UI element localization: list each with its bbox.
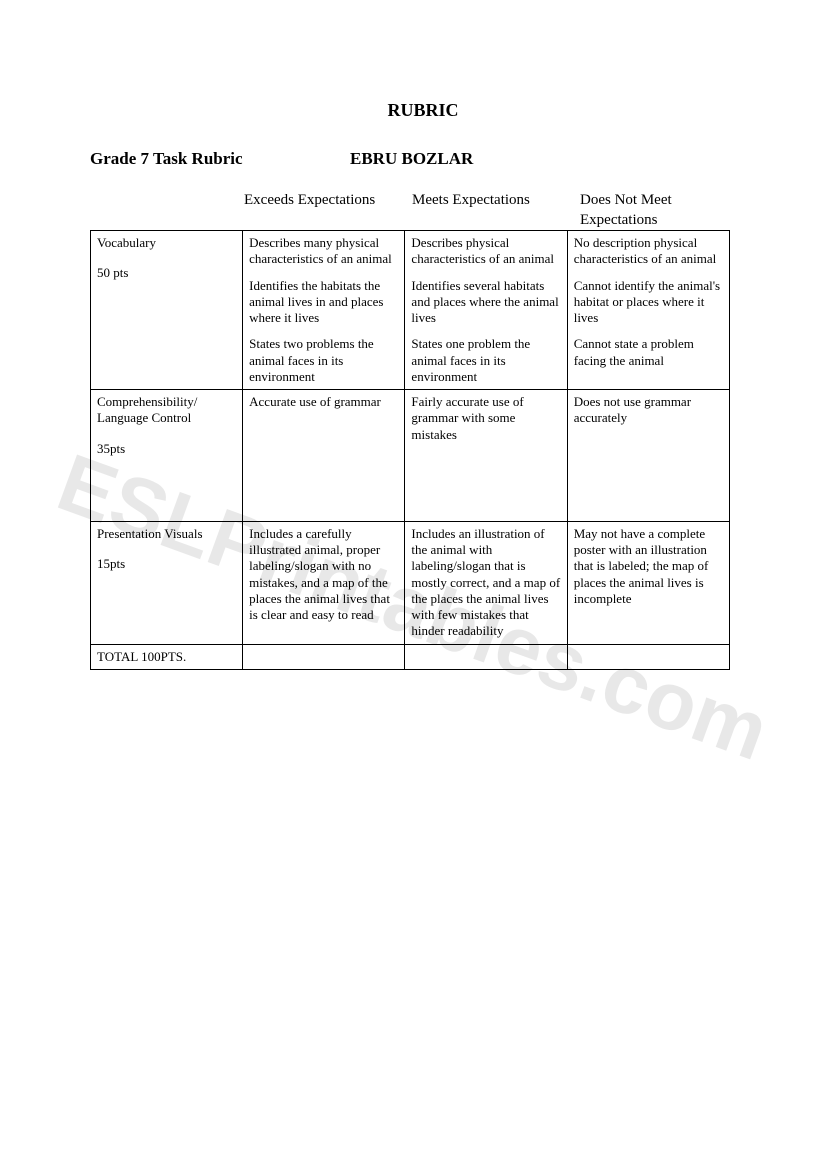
criterion-points: 35pts [97, 441, 236, 457]
cell-text: May not have a complete poster with an i… [574, 526, 723, 607]
cell-meets: Describes physical characteristics of an… [405, 231, 567, 390]
table-row: Presentation Visuals 15pts Includes a ca… [91, 521, 730, 644]
criterion-cell: Vocabulary 50 pts [91, 231, 243, 390]
criterion-points: 50 pts [97, 265, 236, 281]
empty-cell [405, 644, 567, 669]
table-row: Vocabulary 50 pts Describes many physica… [91, 231, 730, 390]
cell-text: States two problems the animal faces in … [249, 336, 398, 385]
rubric-table: Vocabulary 50 pts Describes many physica… [90, 230, 730, 670]
cell-text: States one problem the animal faces in i… [411, 336, 560, 385]
cell-text: Includes an illustration of the animal w… [411, 526, 560, 640]
cell-exceeds: Includes a carefully illustrated animal,… [243, 521, 405, 644]
cell-doesnot: No description physical characteristics … [567, 231, 729, 390]
cell-text: Identifies several habitats and places w… [411, 278, 560, 327]
table-row: Comprehensibility/ Language Control 35pt… [91, 390, 730, 522]
empty-cell [243, 644, 405, 669]
cell-exceeds: Accurate use of grammar [243, 390, 405, 522]
header-meets: Meets Expectations [408, 191, 576, 230]
cell-doesnot: May not have a complete poster with an i… [567, 521, 729, 644]
cell-text: Cannot identify the animal's habitat or … [574, 278, 723, 327]
subtitle-row: Grade 7 Task Rubric EBRU BOZLAR [90, 149, 756, 169]
cell-text: No description physical characteristics … [574, 235, 723, 268]
criterion-cell: Presentation Visuals 15pts [91, 521, 243, 644]
criterion-name: Vocabulary [97, 235, 236, 251]
cell-text: Cannot state a problem facing the animal [574, 336, 723, 369]
cell-text: Describes many physical characteristics … [249, 235, 398, 268]
criterion-points: 15pts [97, 556, 236, 572]
header-exceeds: Exceeds Expectations [240, 191, 408, 230]
cell-text: Identifies the habitats the animal lives… [249, 278, 398, 327]
cell-text: Fairly accurate use of grammar with some… [411, 394, 560, 443]
cell-meets: Fairly accurate use of grammar with some… [405, 390, 567, 522]
total-row: TOTAL 100PTS. [91, 644, 730, 669]
page-title: RUBRIC [90, 100, 756, 121]
cell-text: Describes physical characteristics of an… [411, 235, 560, 268]
column-headers: Exceeds Expectations Meets Expectations … [90, 191, 756, 230]
cell-meets: Includes an illustration of the animal w… [405, 521, 567, 644]
cell-doesnot: Does not use grammar accurately [567, 390, 729, 522]
cell-text: Does not use grammar accurately [574, 394, 723, 427]
criterion-name: Comprehensibility/ Language Control [97, 394, 236, 427]
cell-text: Includes a carefully illustrated animal,… [249, 526, 398, 624]
empty-cell [567, 644, 729, 669]
cell-text: Accurate use of grammar [249, 394, 398, 410]
criterion-cell: Comprehensibility/ Language Control 35pt… [91, 390, 243, 522]
header-doesnot: Does Not Meet Expectations [576, 191, 744, 230]
subtitle-left: Grade 7 Task Rubric [90, 149, 350, 169]
total-cell: TOTAL 100PTS. [91, 644, 243, 669]
subtitle-right: EBRU BOZLAR [350, 149, 473, 169]
cell-exceeds: Describes many physical characteristics … [243, 231, 405, 390]
document-page: RUBRIC Grade 7 Task Rubric EBRU BOZLAR E… [0, 0, 826, 670]
criterion-name: Presentation Visuals [97, 526, 236, 542]
